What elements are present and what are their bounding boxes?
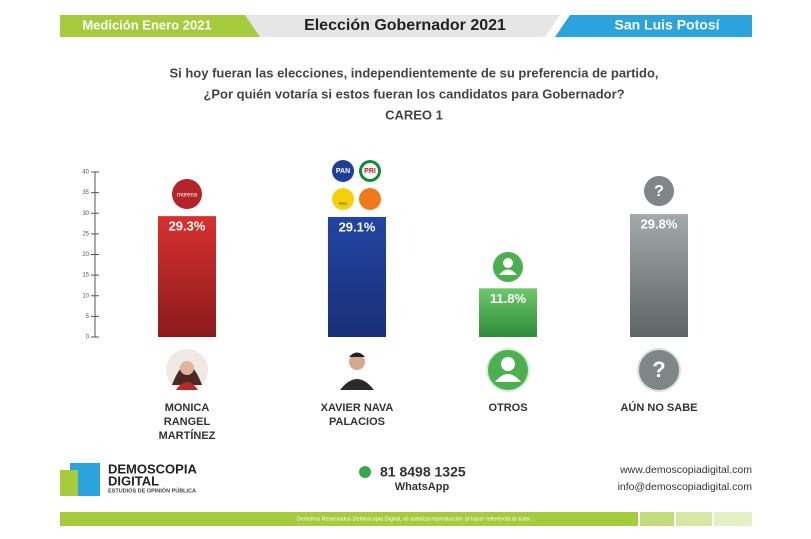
y-tick-label: 15 (82, 273, 89, 279)
person-icon (495, 374, 521, 382)
brand: DEMOSCOPIA (108, 461, 197, 476)
question-icon-text: ? (652, 357, 665, 382)
person-icon (499, 269, 517, 275)
question: ¿Por quién votaría si estos fueran los c… (203, 86, 624, 101)
party-logo-text: PRD (339, 201, 348, 206)
rights: Derechos Reservados Demoscopia Digital, … (297, 516, 532, 522)
header-left-band (60, 15, 260, 37)
y-tick-label: 0 (86, 335, 90, 341)
bar (630, 214, 688, 337)
candidate-photo (349, 352, 365, 357)
brand: DIGITAL (108, 473, 159, 488)
category-label: MONICA RANGEL MARTÍNEZ (158, 402, 216, 442)
footer-band (60, 512, 638, 526)
header-title: Elección Gobernador 2021 (304, 17, 506, 34)
y-tick-label: 40 (82, 170, 89, 176)
header-left: Medición Enero 2021 (82, 17, 211, 32)
y-tick-label: 5 (86, 314, 90, 320)
bar (479, 288, 537, 337)
category-label: OTROS (488, 402, 528, 414)
category-label: AÚN NO SABE (620, 402, 698, 414)
party-logo-text: PAN (336, 168, 350, 175)
value-label: 29.8% (641, 217, 678, 232)
bar (328, 216, 386, 337)
question-icon (644, 176, 674, 206)
y-tick-label: 35 (82, 190, 89, 196)
brand-tagline: ESTUDIOS DE OPINIÓN PÚBLICA (108, 486, 196, 494)
party-logo (172, 179, 202, 209)
person-icon (503, 258, 513, 268)
candidate-photo (349, 354, 365, 370)
footer-band (676, 512, 712, 526)
question-icon (637, 348, 681, 392)
party-logo-text: morena (177, 193, 198, 199)
party-logo (362, 163, 378, 179)
y-tick-label: 20 (82, 252, 89, 258)
footer-band (640, 512, 674, 526)
subtitle: CAREO 1 (385, 107, 443, 122)
candidate-photo (180, 361, 194, 375)
footer-band (714, 512, 752, 526)
y-tick-label: 10 (82, 293, 89, 299)
phone: 81 8498 1325 (380, 464, 466, 480)
header-right: San Luis Potosí (614, 17, 720, 33)
brand-logo (60, 470, 78, 496)
y-tick-label: 30 (82, 211, 89, 217)
party-logo-text: PRI (364, 168, 376, 175)
candidate-photo (176, 382, 198, 390)
person-icon (501, 357, 515, 371)
candidate-photo (340, 379, 374, 390)
question-icon-text: ? (654, 183, 664, 200)
question: Si hoy fueran las elecciones, independie… (169, 65, 658, 80)
value-label: 29.1% (339, 219, 376, 234)
y-tick-label: 25 (82, 231, 89, 237)
category-label: XAVIER NAVA PALACIOS (320, 402, 394, 428)
value-label: 29.3% (169, 219, 206, 234)
party-logo (359, 188, 381, 210)
bar (158, 216, 216, 337)
email: info@demoscopiadigital.com (618, 481, 753, 493)
whatsapp-label: WhatsApp (395, 481, 450, 493)
party-logo (332, 188, 354, 210)
website: www.demoscopiadigital.com (619, 464, 752, 476)
header-right-band (555, 15, 752, 37)
whatsapp-icon (359, 466, 371, 478)
value-label: 11.8% (490, 291, 527, 306)
party-logo (332, 160, 354, 182)
